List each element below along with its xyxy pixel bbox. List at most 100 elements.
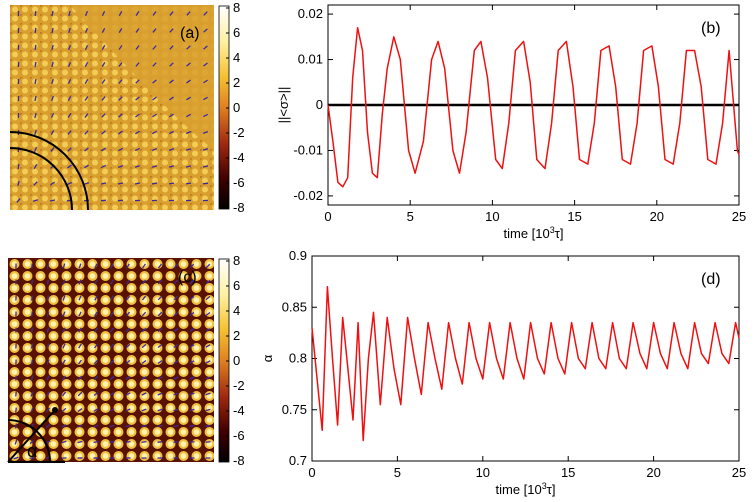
vector-dash [152,96,157,101]
vector-dash [141,424,147,428]
y-tick-label: 0.01 [298,52,323,67]
vector-dash [94,279,98,285]
vector-dash [17,163,20,170]
vector-dash [33,181,38,186]
vector-dash [189,360,195,364]
vector-dash [67,147,72,152]
vector-dash [202,148,209,151]
vector-dash [34,27,37,34]
vector-dash [157,376,163,380]
x-tick-label: 15 [561,465,575,480]
vector-dash [186,45,191,50]
vector-dash [34,112,37,119]
vector-dash [101,147,106,152]
vector-dash [50,129,55,136]
vector-dash [202,130,209,135]
vector-dash [205,279,211,285]
vector-dash [14,439,18,445]
vector-dash [101,10,106,17]
vector-dash [135,130,140,135]
vector-dash [62,375,66,381]
vector-dash [169,62,174,67]
vector-dash [141,279,147,285]
vector-dash [49,199,56,202]
vector-dash [118,79,123,84]
vector-dash [50,181,55,186]
vector-dash [189,311,195,317]
chart-d: 0 5 10 15 20 25 0.9 0.85 0.8 0.75 0.7 (d) time [103τ… [260,248,746,497]
vector-dash [141,327,147,333]
vector-dash [135,96,140,101]
x-tick-label: 0 [324,209,331,224]
x-axis-label-suffix: τ] [555,226,564,241]
vector-dash [14,423,18,429]
vector-dash [152,79,157,84]
vector-field-a [16,10,209,203]
vector-dash [30,407,34,413]
vector-dash [78,295,82,301]
x-tick-label: 5 [407,209,414,224]
vector-dash [34,78,37,85]
angle-arc [7,419,51,463]
vector-dash [173,279,179,285]
vector-dash [109,408,115,412]
vector-dash [15,407,17,413]
colorbar-tick-label: -2 [233,125,245,140]
y-axis-label: α [260,354,275,362]
vector-dash [30,327,34,333]
vector-dash [203,96,208,101]
vector-dash [109,327,115,333]
vector-dash [30,343,34,349]
vector-dash [173,392,179,396]
vector-dash [141,295,147,301]
vector-field-c [13,263,211,460]
vector-dash [173,344,179,348]
vector-dash [51,27,54,34]
x-tick-label: 10 [485,209,499,224]
vector-dash [84,44,89,51]
y-axis-label: ||<σ>|| [276,87,291,124]
vector-dash [151,130,158,135]
vector-dash [189,279,195,285]
vector-dash [125,311,131,317]
colorbar-ticks-c: 8 6 4 2 0 -2 -4 -6 -8 [226,253,245,468]
panel-c: α (c) 8 6 4 2 0 -2 -4 -6 -8 [7,253,245,468]
vector-dash [205,376,211,380]
vector-dash [169,113,174,118]
vector-dash [61,407,67,413]
vector-dash [118,11,123,16]
x-tick-label: 10 [476,465,490,480]
vector-dash [186,79,191,84]
vector-dash [189,376,195,380]
vector-dash [77,424,83,428]
vector-dash [118,130,123,135]
vector-dash [110,295,114,301]
colorbar-tick-label: -4 [233,150,245,165]
vector-dash [173,441,179,443]
vector-dash [46,343,50,349]
vector-dash [51,61,54,68]
panel-a-label: (a) [180,25,200,42]
vector-dash [78,327,82,333]
vector-dash [34,129,37,136]
vector-dash [205,392,211,396]
vector-dash [141,392,147,396]
vector-dash [50,112,55,119]
vector-dash [168,130,175,135]
vector-dash [173,263,179,269]
vector-dash [117,182,124,185]
vector-dash [109,343,115,349]
vector-dash [134,165,141,168]
vector-dash [185,148,192,151]
vector-dash [31,295,33,301]
vector-dash [84,96,89,101]
vector-dash [203,28,208,33]
vector-dash [110,279,114,285]
vector-dash [141,376,147,380]
vector-dash [189,392,195,396]
vector-dash [46,311,50,317]
vector-dash [173,360,179,364]
vector-dash [67,95,72,102]
vector-dash [152,113,157,118]
vector-dash [157,441,163,443]
